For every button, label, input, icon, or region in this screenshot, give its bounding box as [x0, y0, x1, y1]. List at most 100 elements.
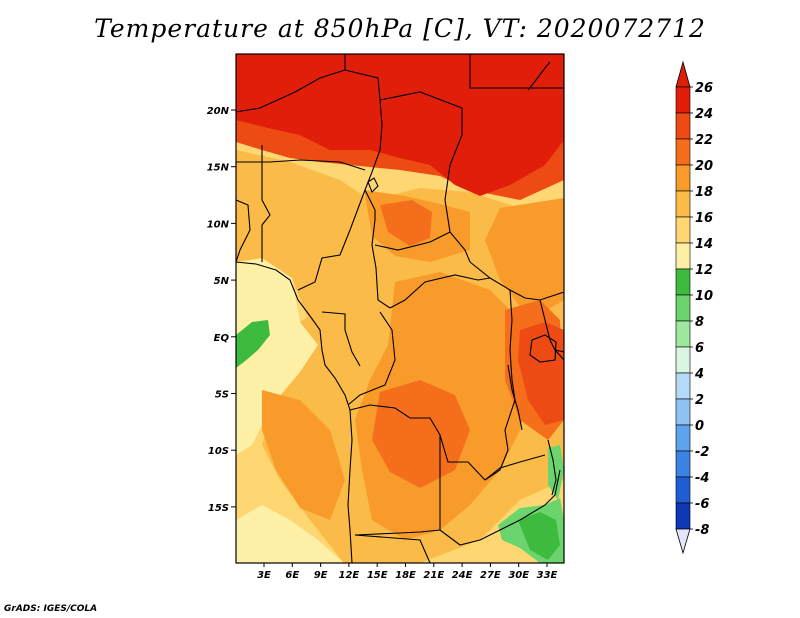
- field-deep-orange-angola: [372, 380, 470, 488]
- colorbar-segment: [675, 86, 691, 114]
- colorbar-label: 10: [695, 289, 713, 304]
- lon-tick-label: 6E: [285, 570, 299, 581]
- temperature-field: [236, 54, 564, 563]
- border-benin: [236, 199, 251, 263]
- field-pale-west: [236, 258, 318, 455]
- border-drc-angola: [349, 404, 486, 481]
- border-south-sudan: [469, 261, 564, 301]
- colorbar-label: -8: [695, 523, 709, 538]
- colorbar-label: 18: [695, 185, 713, 200]
- border-libya-egypt: [469, 54, 564, 89]
- border-mozambique: [519, 469, 561, 521]
- colorbar-segment: [675, 450, 691, 478]
- field-dark-green-malawi: [518, 512, 560, 560]
- colorbar-segment: [675, 320, 691, 348]
- colorbar-label: -4: [695, 471, 709, 486]
- lat-tick-label: 10S: [208, 446, 229, 457]
- border-tanzania: [554, 349, 564, 361]
- lon-tick-label: 9E: [314, 570, 328, 581]
- lat-tick-label: 5S: [215, 390, 229, 401]
- border-namibia-botswana: [354, 534, 431, 563]
- lat-tick-label: 20N: [207, 106, 230, 117]
- border-angola-zambia: [354, 435, 441, 536]
- lat-tick-label: EQ: [214, 333, 230, 344]
- longitude-axis: 3E 6E 9E 12E 15E 18E 21E 24E 27E 30E 33E: [257, 563, 558, 581]
- colorbar-bottom-arrow: [675, 528, 691, 555]
- red-sea-coast: [527, 61, 551, 91]
- colorbar-segment: [675, 372, 691, 400]
- map-frame: [235, 53, 565, 564]
- colorbar-label: 12: [695, 263, 713, 278]
- lon-tick-label: 21E: [423, 570, 444, 581]
- lat-tick-label: 15S: [208, 503, 229, 514]
- lon-tick-label: 30E: [508, 570, 529, 581]
- latitude-axis: 20N 15N 10N 5N EQ 5S 10S 15S: [207, 106, 236, 514]
- colorbar-label: -2: [695, 445, 709, 460]
- border-niger-north: [236, 69, 346, 113]
- lat-tick-label: 15N: [207, 163, 230, 174]
- colorbar-label: 6: [695, 341, 704, 356]
- border-niger-nigeria: [236, 159, 366, 171]
- lake-tanganyika: [507, 364, 523, 431]
- lon-tick-label: 24E: [452, 570, 473, 581]
- colorbar-segment: [675, 138, 691, 166]
- border-nigeria-cameroon: [297, 189, 366, 291]
- colorbar-label: 4: [694, 367, 704, 382]
- colorbar-segment: [675, 476, 691, 504]
- country-borders: [236, 54, 564, 563]
- field-deep-orange-chad: [380, 200, 432, 246]
- colorbar-label: 22: [695, 133, 713, 148]
- colorbar-segment: [675, 502, 691, 530]
- lon-tick-label: 15E: [367, 570, 388, 581]
- colorbar-label: 16: [695, 211, 713, 226]
- border-chad-libya: [379, 91, 463, 135]
- lon-tick-label: 12E: [339, 570, 360, 581]
- border-chad-car: [374, 231, 451, 251]
- colorbar-segment: [675, 424, 691, 452]
- field-red-sahara: [236, 54, 564, 196]
- coastline-west: [236, 261, 353, 563]
- field-green-west: [236, 320, 270, 368]
- border-zambia-tanzania: [484, 454, 546, 481]
- field-orange-sw: [262, 390, 345, 520]
- colorbar-label: 14: [695, 237, 713, 252]
- colorbar-label: 24: [695, 107, 713, 122]
- lake-victoria: [529, 334, 557, 363]
- lat-tick-label: 5N: [214, 276, 230, 287]
- lon-tick-label: 18E: [395, 570, 416, 581]
- field-pale-sw: [236, 505, 344, 563]
- lat-tick-label: 10N: [207, 219, 230, 230]
- border-uganda-kenya: [539, 299, 564, 353]
- border-chad-sudan: [444, 134, 471, 263]
- lon-tick-label: 33E: [537, 570, 558, 581]
- border-cameroon-car: [371, 219, 391, 309]
- colorbar-segment: [675, 346, 691, 374]
- colorbar-label: -6: [695, 497, 709, 512]
- colorbar-segment: [675, 294, 691, 322]
- grads-credit: GrADS: IGES/COLA: [4, 604, 98, 614]
- colorbar-segment: [675, 164, 691, 192]
- colorbar-top-arrow: [675, 60, 691, 88]
- lon-tick-label: 27E: [480, 570, 501, 581]
- border-car-south: [389, 274, 491, 309]
- border-gabon-congo: [321, 311, 361, 367]
- colorbar-label: 0: [695, 419, 704, 434]
- colorbar-label: 26: [695, 81, 713, 96]
- colorbar-segment: [675, 268, 691, 296]
- colorbar-segment: [675, 242, 691, 270]
- border-niger-chad: [364, 171, 376, 220]
- border-congo-drc: [347, 311, 396, 406]
- border-west-coast-states: [261, 145, 271, 262]
- lon-tick-label: 3E: [257, 570, 271, 581]
- chart-title: Temperature at 850hPa [C], VT: 202007271…: [94, 14, 706, 43]
- colorbar-segment: [675, 398, 691, 426]
- colorbar-segment: [675, 216, 691, 244]
- field-green-lake-malawi: [548, 445, 564, 500]
- field-red-orange-lakes: [518, 322, 564, 425]
- colorbar-label: 8: [695, 315, 704, 330]
- lake-malawi: [547, 439, 557, 496]
- lake-chad: [367, 177, 379, 193]
- colorbar-label: 2: [695, 393, 704, 408]
